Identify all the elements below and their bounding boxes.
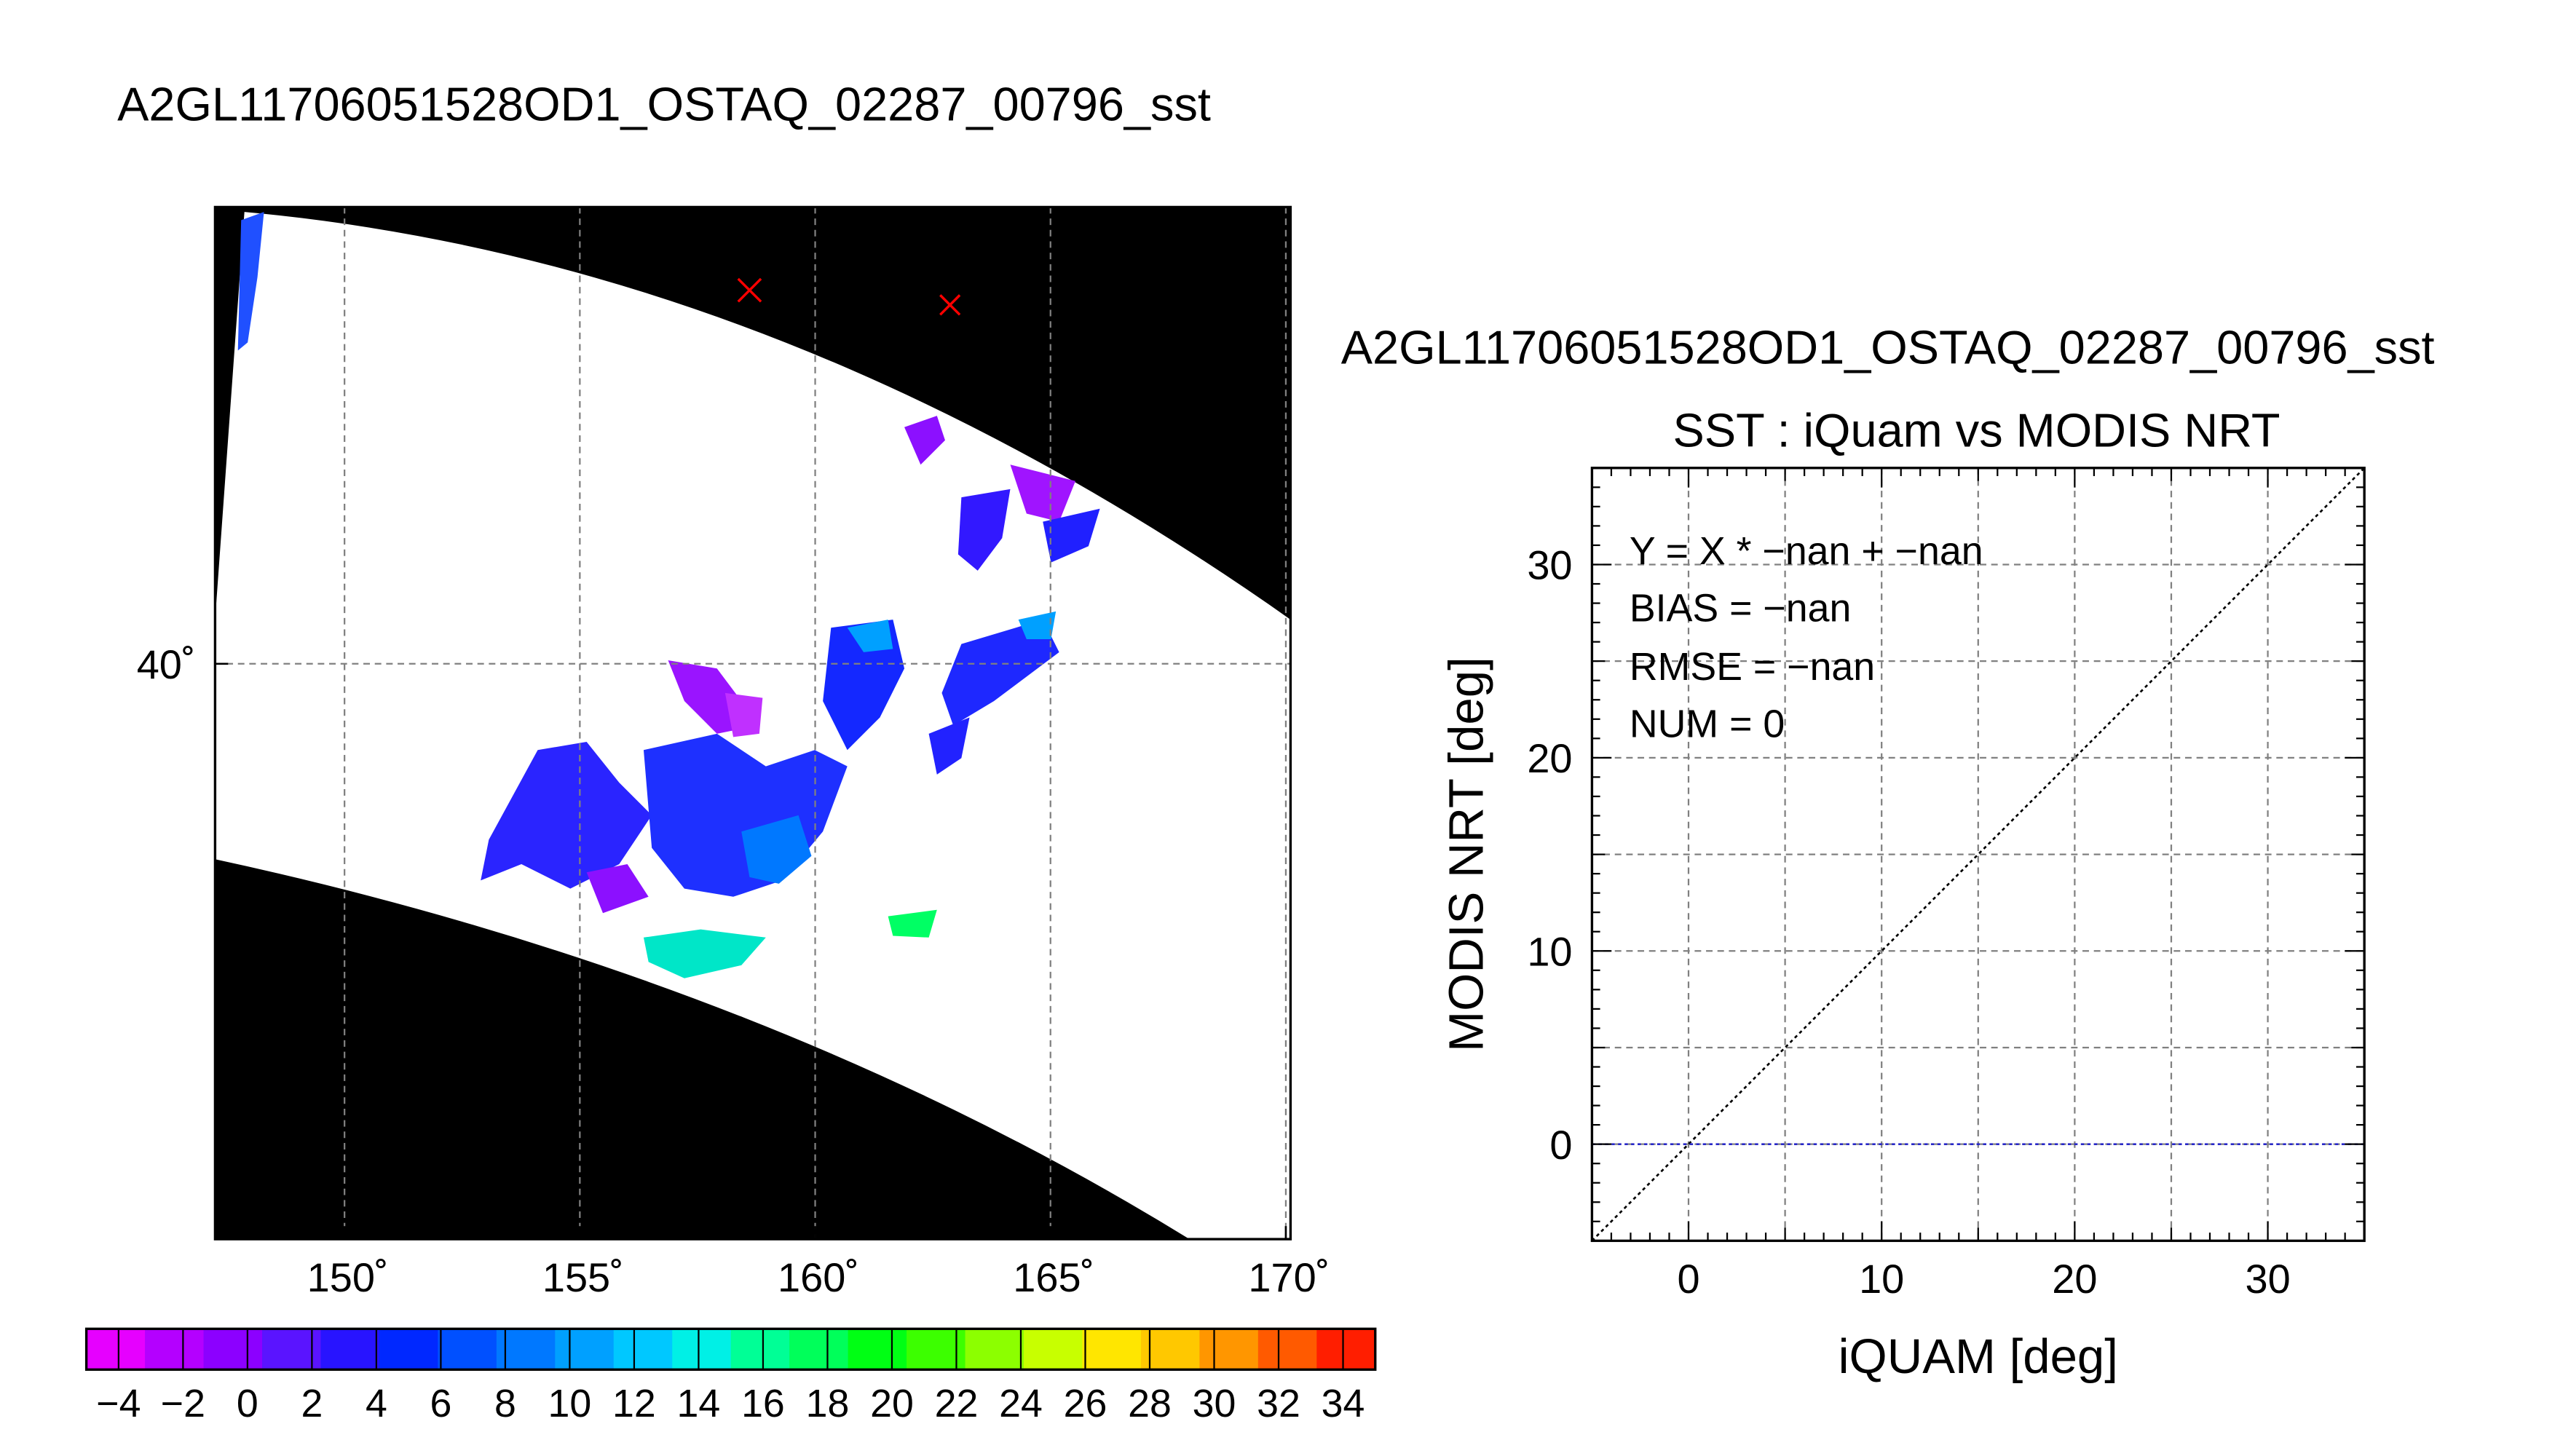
- colorbar-swatch: [86, 1329, 146, 1370]
- colorbar-swatch: [555, 1329, 615, 1370]
- colorbar-swatch: [672, 1329, 732, 1370]
- sst-cluster: [481, 742, 652, 889]
- colorbar-tick-label: 26: [1064, 1382, 1107, 1425]
- colorbar-swatch: [730, 1329, 791, 1370]
- lon-tick-label: 150˚: [307, 1254, 389, 1300]
- sst-cluster: [928, 717, 970, 775]
- colorbar-tick-label: 12: [612, 1382, 656, 1425]
- colorbar-swatch: [1082, 1329, 1142, 1370]
- colorbar-tick-label: 8: [494, 1382, 516, 1425]
- sst-colorbar: −4 −2 0 2 4 6 8 10 12 14 16 18 20 22 24 26 28 30 32 34: [84, 1327, 1377, 1425]
- sst-cluster: [888, 909, 937, 938]
- sst-pixels: [237, 212, 1100, 978]
- sst-cluster: [586, 864, 649, 914]
- colorbar-swatch: [379, 1329, 439, 1370]
- sst-cluster: [237, 212, 264, 351]
- colorbar-tick-label: 24: [999, 1382, 1043, 1425]
- colorbar-tick-label: 30: [1193, 1382, 1236, 1425]
- colorbar-tick-label: 10: [548, 1382, 592, 1425]
- x-tick-label: 10: [1859, 1256, 1904, 1302]
- x-axis-label: iQUAM [deg]: [1839, 1329, 2118, 1384]
- colorbar-swatch: [613, 1329, 674, 1370]
- y-tick-label: 20: [1527, 735, 1572, 781]
- colorbar-tick-label: 32: [1257, 1382, 1300, 1425]
- colorbar-tick-label: 18: [806, 1382, 850, 1425]
- sst-cluster: [941, 620, 1059, 726]
- map-title: A2GL11706051528OD1_OSTAQ_02287_00796_sst: [117, 78, 1211, 131]
- colorbar-swatch: [1140, 1329, 1201, 1370]
- scatter-grid: [1592, 467, 2365, 1241]
- colorbar-tick-label: 6: [430, 1382, 451, 1425]
- colorbar-tick-label: 34: [1322, 1382, 1365, 1425]
- sst-cluster: [957, 488, 1011, 571]
- colorbar-swatch: [438, 1329, 497, 1370]
- colorbar-tick-label: 0: [237, 1382, 258, 1425]
- sst-cluster: [904, 416, 945, 465]
- map-tick-labels: 150˚ 155˚ 160˚ 165˚ 170˚ 40˚: [137, 641, 1330, 1300]
- colorbar-tick-label: 16: [741, 1382, 785, 1425]
- colorbar-swatch: [1316, 1329, 1376, 1370]
- sst-cluster: [1043, 508, 1100, 563]
- colorbar-swatch: [145, 1329, 205, 1370]
- colorbar-swatch: [203, 1329, 264, 1370]
- lon-tick-label: 155˚: [542, 1254, 624, 1300]
- sst-map: 150˚ 155˚ 160˚ 165˚ 170˚ 40˚: [137, 205, 1330, 1300]
- buoy-marker: [737, 277, 762, 303]
- y-tick-label: 0: [1549, 1122, 1572, 1168]
- sst-cluster: [823, 620, 905, 751]
- sst-cluster: [1010, 464, 1076, 522]
- y-tick-label: 30: [1527, 542, 1572, 588]
- lon-tick-label: 160˚: [778, 1254, 859, 1300]
- bias-stat: BIAS = −nan: [1630, 586, 1852, 630]
- scatter-plot: 0 10 20 30 0 10 20 30 Y = X * −nan + −nan BIAS …: [1439, 467, 2366, 1384]
- sst-cluster: [1018, 611, 1057, 639]
- colorbar-swatch: [320, 1329, 381, 1370]
- scatter-ticks: 0 10 20 30 0 10 20 30: [1527, 467, 2365, 1302]
- colorbar-swatch: [1257, 1329, 1318, 1370]
- map-graticule: [215, 207, 1291, 1240]
- colorbar-frame: [84, 1327, 1377, 1371]
- colorbar-swatch: [1024, 1329, 1083, 1370]
- num-stat: NUM = 0: [1630, 702, 1785, 745]
- colorbar-swatch: [848, 1329, 908, 1370]
- lat-tick-label: 40˚: [137, 641, 196, 687]
- colorbar-tick-label: 28: [1128, 1382, 1172, 1425]
- lon-tick-label: 170˚: [1248, 1254, 1330, 1300]
- colorbar-swatch: [1199, 1329, 1259, 1370]
- colorbar-tick-label: 22: [935, 1382, 979, 1425]
- sst-cluster: [847, 620, 893, 652]
- sst-cluster: [724, 692, 763, 737]
- colorbar-tick-label: 4: [366, 1382, 387, 1425]
- colorbar-tick-label: −4: [96, 1382, 141, 1425]
- lon-tick-label: 165˚: [1013, 1254, 1094, 1300]
- fit-equation: Y = X * −nan + −nan: [1630, 529, 1983, 573]
- rmse-stat: RMSE = −nan: [1630, 645, 1875, 689]
- colorbar-swatch: [789, 1329, 849, 1370]
- sst-cluster: [643, 929, 766, 978]
- sst-cluster: [741, 815, 812, 884]
- colorbar-tick-label: 20: [870, 1382, 914, 1425]
- colorbar-tick-label: −2: [161, 1382, 205, 1425]
- x-tick-label: 20: [2052, 1256, 2097, 1302]
- scatter-title: A2GL11706051528OD1_OSTAQ_02287_00796_sst: [1341, 320, 2435, 373]
- colorbar-swatch: [496, 1329, 556, 1370]
- reference-lines: [1591, 467, 2366, 1242]
- x-tick-label: 30: [2245, 1256, 2290, 1302]
- y-axis-label: MODIS NRT [deg]: [1439, 657, 1493, 1052]
- scatter-subtitle: SST : iQuam vs MODIS NRT: [1673, 404, 2280, 457]
- colorbar-swatch: [965, 1329, 1025, 1370]
- y-tick-label: 10: [1527, 928, 1572, 974]
- colorbar-tick-label: 2: [301, 1382, 323, 1425]
- colorbar-tick-label: 14: [677, 1382, 721, 1425]
- map-frame: [213, 205, 1292, 1241]
- x-tick-label: 0: [1677, 1256, 1699, 1302]
- buoy-marker: [939, 294, 961, 316]
